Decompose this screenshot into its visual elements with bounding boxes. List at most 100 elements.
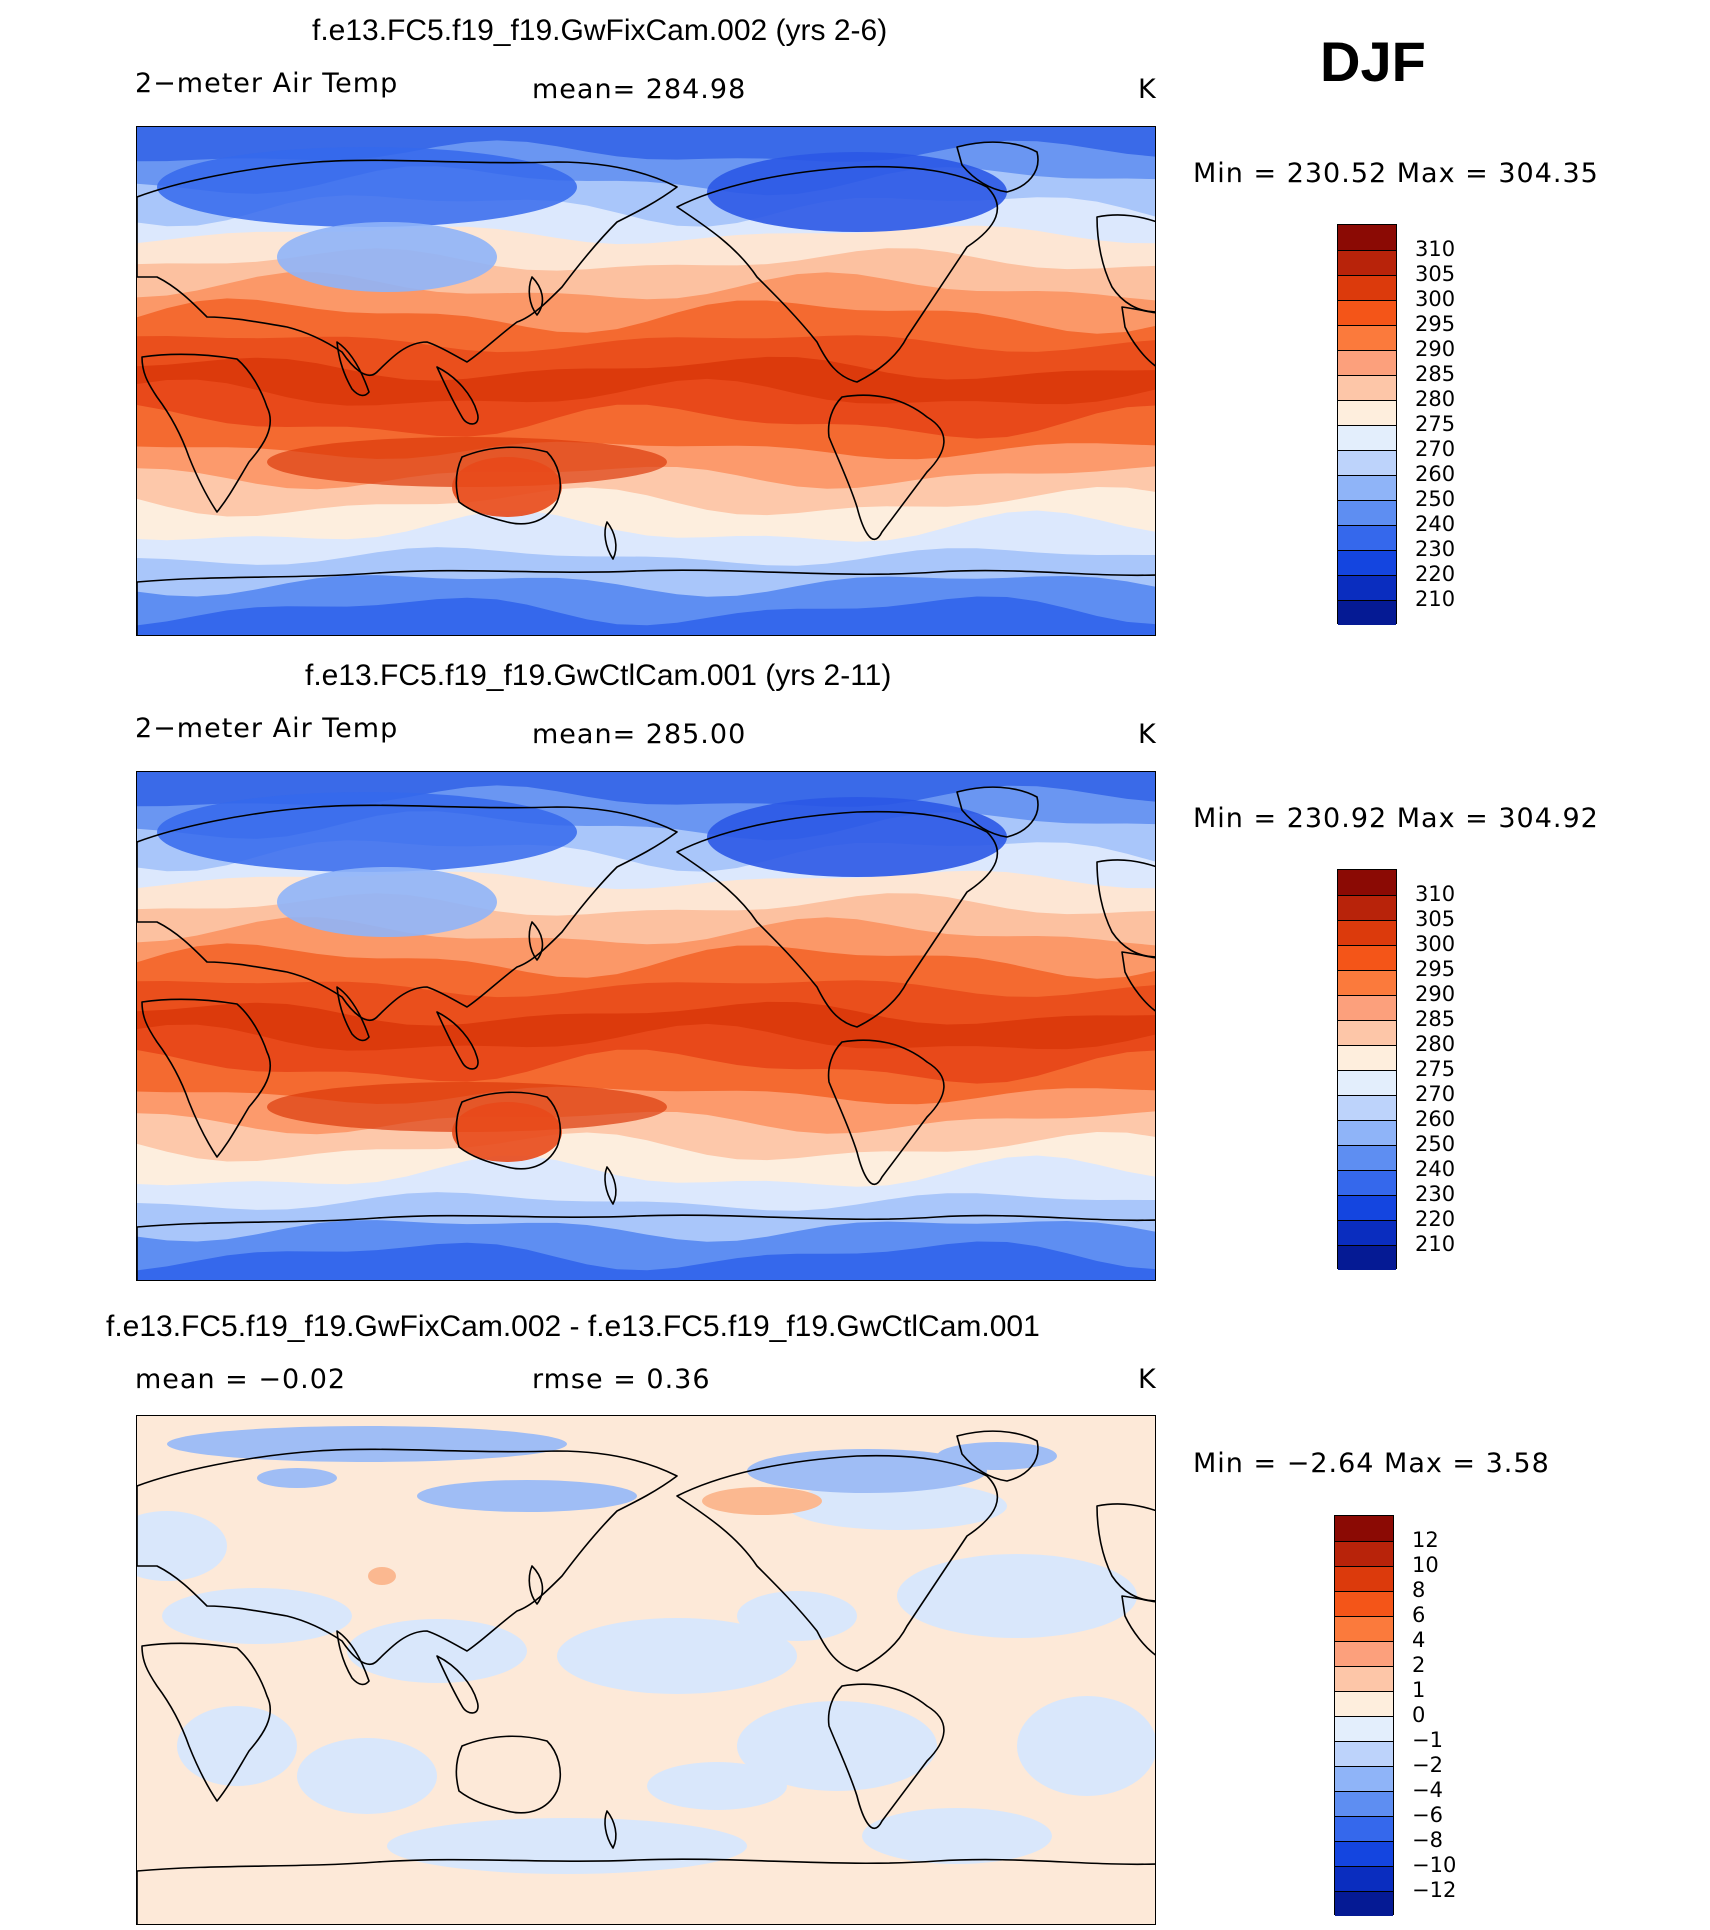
colorbar-swatch xyxy=(1338,1120,1396,1145)
colorbar-swatch xyxy=(1338,1145,1396,1170)
colorbar-swatch xyxy=(1338,275,1396,300)
colorbar-tick-label: 285 xyxy=(1415,362,1456,386)
colorbar-tick-label: 305 xyxy=(1415,907,1456,931)
panel-title: f.e13.FC5.f19_f19.GwFixCam.002 - f.e13.F… xyxy=(106,1310,1040,1343)
colorbar-swatch xyxy=(1338,500,1396,525)
colorbar-swatch xyxy=(1338,350,1396,375)
temperature-map xyxy=(136,771,1156,1281)
colorbar-tick-label: 275 xyxy=(1415,412,1456,436)
colorbar-tick-label: 305 xyxy=(1415,262,1456,286)
colorbar-swatch xyxy=(1335,1716,1393,1741)
colorbar-swatches xyxy=(1334,1515,1394,1916)
min-max-label: Min = 230.52 Max = 304.35 xyxy=(1193,158,1599,189)
colorbar-tick-label: 290 xyxy=(1415,982,1456,1006)
colorbar-tick-label: 230 xyxy=(1415,1182,1456,1206)
colorbar-swatch xyxy=(1338,475,1396,500)
colorbar-swatch xyxy=(1338,425,1396,450)
colorbar-swatch xyxy=(1338,870,1396,895)
colorbar-swatch xyxy=(1338,1195,1396,1220)
colorbar-swatch xyxy=(1338,995,1396,1020)
colorbar-tick-label: 300 xyxy=(1415,287,1456,311)
colorbar-tick-label: 260 xyxy=(1415,1107,1456,1131)
rmse-label: rmse = 0.36 xyxy=(532,1364,711,1395)
colorbar-tick-label: −12 xyxy=(1412,1878,1457,1902)
colorbar-swatch xyxy=(1335,1591,1393,1616)
colorbar-swatches xyxy=(1337,224,1397,625)
colorbar-swatch xyxy=(1338,1020,1396,1045)
mean-label: mean = −0.02 xyxy=(135,1364,347,1395)
colorbar-swatch xyxy=(1335,1616,1393,1641)
coastlines xyxy=(137,786,1155,1280)
colorbar-tick-label: −4 xyxy=(1412,1778,1443,1802)
colorbar-tick-label: 280 xyxy=(1415,387,1456,411)
colorbar-swatch xyxy=(1335,1641,1393,1666)
panel-title: f.e13.FC5.f19_f19.GwCtlCam.001 (yrs 2-11… xyxy=(305,659,892,692)
season-label: DJF xyxy=(1320,30,1426,93)
units-label: K xyxy=(1138,719,1157,750)
colorbar-tick-label: 260 xyxy=(1415,462,1456,486)
colorbar-tick-label: 270 xyxy=(1415,437,1456,461)
colorbar-swatch xyxy=(1338,945,1396,970)
mean-label: mean= 285.00 xyxy=(532,719,747,750)
colorbar-swatch xyxy=(1338,1095,1396,1120)
colorbar-swatch xyxy=(1338,400,1396,425)
colorbar-swatch xyxy=(1338,250,1396,275)
colorbar-tick-label: 6 xyxy=(1412,1603,1426,1627)
colorbar-tick-label: −6 xyxy=(1412,1803,1443,1827)
colorbar-swatch xyxy=(1338,375,1396,400)
colorbar-tick-label: 8 xyxy=(1412,1578,1426,1602)
variable-label: 2−meter Air Temp xyxy=(135,713,399,744)
colorbar-tick-label: 280 xyxy=(1415,1032,1456,1056)
colorbar-tick-label: 240 xyxy=(1415,512,1456,536)
colorbar-swatch xyxy=(1335,1791,1393,1816)
colorbar-tick-label: 300 xyxy=(1415,932,1456,956)
colorbar-tick-label: 310 xyxy=(1415,237,1456,261)
colorbar-tick-label: 240 xyxy=(1415,1157,1456,1181)
colorbar-tick-label: 10 xyxy=(1412,1553,1439,1577)
colorbar-tick-label: 220 xyxy=(1415,1207,1456,1231)
colorbar-tick-label: 12 xyxy=(1412,1528,1439,1552)
colorbar-swatch xyxy=(1338,1245,1396,1270)
temperature-map xyxy=(136,126,1156,636)
units-label: K xyxy=(1138,1364,1157,1395)
colorbar-swatch xyxy=(1338,225,1396,250)
colorbar-tick-label: 0 xyxy=(1412,1703,1426,1727)
colorbar-tick-label: 270 xyxy=(1415,1082,1456,1106)
colorbar-swatch xyxy=(1335,1866,1393,1891)
colorbar-tick-label: 290 xyxy=(1415,337,1456,361)
units-label: K xyxy=(1138,74,1157,105)
colorbar-swatch xyxy=(1338,970,1396,995)
variable-label: 2−meter Air Temp xyxy=(135,68,399,99)
colorbar-swatch xyxy=(1335,1516,1393,1541)
colorbar-tick-label: 250 xyxy=(1415,487,1456,511)
colorbar-swatch xyxy=(1335,1666,1393,1691)
map-fill xyxy=(137,1416,1155,1924)
colorbar-swatch xyxy=(1335,1766,1393,1791)
colorbar-swatch xyxy=(1338,1220,1396,1245)
colorbar-swatch xyxy=(1338,325,1396,350)
colorbar-tick-label: 220 xyxy=(1415,562,1456,586)
colorbar-tick-label: −2 xyxy=(1412,1753,1443,1777)
colorbar-tick-label: 250 xyxy=(1415,1132,1456,1156)
coastlines xyxy=(137,141,1155,635)
map-field xyxy=(137,772,1155,1280)
colorbar-tick-label: −1 xyxy=(1412,1728,1443,1752)
colorbar-tick-label: 295 xyxy=(1415,312,1456,336)
colorbar-swatch xyxy=(1335,1541,1393,1566)
colorbar-tick-label: 1 xyxy=(1412,1678,1426,1702)
map-fill xyxy=(137,127,1155,635)
colorbar-tick-label: 285 xyxy=(1415,1007,1456,1031)
colorbar-tick-label: 275 xyxy=(1415,1057,1456,1081)
colorbar-swatch xyxy=(1338,920,1396,945)
mean-label: mean= 284.98 xyxy=(532,74,747,105)
colorbar-tick-label: 310 xyxy=(1415,882,1456,906)
min-max-label: Min = −2.64 Max = 3.58 xyxy=(1193,1448,1550,1479)
min-max-label: Min = 230.92 Max = 304.92 xyxy=(1193,803,1599,834)
colorbar-tick-label: −8 xyxy=(1412,1828,1443,1852)
colorbar-swatch xyxy=(1338,550,1396,575)
colorbar-tick-label: 210 xyxy=(1415,1232,1456,1256)
colorbar-swatch xyxy=(1338,300,1396,325)
colorbar-tick-label: 230 xyxy=(1415,537,1456,561)
colorbar-tick-label: 4 xyxy=(1412,1628,1426,1652)
colorbar-swatch xyxy=(1335,1891,1393,1916)
